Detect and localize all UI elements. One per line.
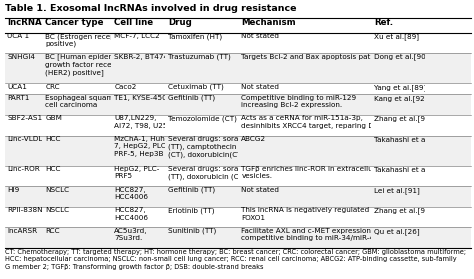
Text: Zhang et al.[93]: Zhang et al.[93]: [374, 116, 433, 122]
Text: PART1: PART1: [7, 95, 29, 101]
Text: Competitive binding to miR-129
increasing Bcl-2 expression.: Competitive binding to miR-129 increasin…: [241, 95, 356, 108]
Text: Not stated: Not stated: [241, 84, 279, 90]
Text: Gefitinib (TT): Gefitinib (TT): [168, 187, 215, 193]
Text: BC [Human epidermal
growth factor receptor 2
(HER2) positive]: BC [Human epidermal growth factor recept…: [45, 54, 134, 76]
Text: Kang et al.[92]: Kang et al.[92]: [374, 95, 428, 102]
Bar: [5, 33, 471, 53]
Bar: [5, 53, 471, 83]
Text: Dong et al.[90]: Dong et al.[90]: [374, 54, 428, 61]
Bar: [5, 83, 471, 94]
Text: Linc-ROR: Linc-ROR: [7, 166, 40, 172]
Text: Ref.: Ref.: [374, 18, 393, 27]
Text: Esophageal squamous
cell carcinoma: Esophageal squamous cell carcinoma: [45, 95, 127, 108]
Text: ABCG2: ABCG2: [241, 136, 266, 142]
Text: lncARSR: lncARSR: [7, 228, 37, 234]
Text: Erlotinib (TT): Erlotinib (TT): [168, 207, 214, 214]
Text: SNHGI4: SNHGI4: [7, 54, 35, 60]
Text: lncRNA: lncRNA: [7, 18, 42, 27]
Text: UCA 1: UCA 1: [7, 33, 29, 39]
Text: Several drugs: sorafenib
(TT), doxorubicin (CT): Several drugs: sorafenib (TT), doxorubic…: [168, 166, 256, 180]
Text: AC5u3rd,
7Su3rd.: AC5u3rd, 7Su3rd.: [114, 228, 148, 241]
Text: Sunitinib (TT): Sunitinib (TT): [168, 228, 216, 234]
Text: Temozolomide (CT): Temozolomide (CT): [168, 116, 237, 122]
Text: CT: Chemotherapy; TT: targeted therapy; HT: hormone therapy; BC: breast cancer; : CT: Chemotherapy; TT: targeted therapy; …: [5, 249, 466, 270]
Text: UCA1: UCA1: [7, 84, 27, 90]
Text: SKBR-2, BT474: SKBR-2, BT474: [114, 54, 168, 60]
Text: Cell line: Cell line: [114, 18, 153, 27]
Text: GBM: GBM: [45, 116, 62, 121]
Text: HCC: HCC: [45, 166, 61, 172]
Text: MzChA-1, Huh-
7, HepG2, PLC-
PRF-5, Hep3B: MzChA-1, Huh- 7, HepG2, PLC- PRF-5, Hep3…: [114, 136, 169, 157]
Bar: [5, 227, 471, 248]
Text: Not stated: Not stated: [241, 33, 279, 39]
Text: Linc-VLDLR: Linc-VLDLR: [7, 136, 47, 142]
Text: Not stated: Not stated: [241, 187, 279, 193]
Text: Mechanism: Mechanism: [241, 18, 296, 27]
Text: Qu et al.[26]: Qu et al.[26]: [374, 228, 420, 235]
Text: MCF-7, LCC2: MCF-7, LCC2: [114, 33, 160, 39]
Text: Acts as a ceRNA for miR-151a-3p,
desinhibits XRCC4 target, reparing DSB.: Acts as a ceRNA for miR-151a-3p, desinhi…: [241, 116, 386, 129]
Text: Takahashi et al.[99]: Takahashi et al.[99]: [374, 166, 445, 173]
Text: Takahashi et al.[98]: Takahashi et al.[98]: [374, 136, 445, 143]
Text: TE1, KYSE-450: TE1, KYSE-450: [114, 95, 167, 101]
Text: Drug: Drug: [168, 18, 191, 27]
Text: Xu et al.[89]: Xu et al.[89]: [374, 33, 419, 40]
Text: Cetuximab (TT): Cetuximab (TT): [168, 84, 224, 90]
Text: Targets Bcl-2 and Bax apoptosis pathway: Targets Bcl-2 and Bax apoptosis pathway: [241, 54, 390, 60]
Text: HCC827,
HCC4006: HCC827, HCC4006: [114, 207, 148, 221]
Text: HCC: HCC: [45, 136, 61, 142]
Text: HI9: HI9: [7, 187, 19, 193]
Text: Caco2: Caco2: [114, 84, 137, 90]
Bar: [5, 136, 471, 166]
Text: Trastuzumab (TT): Trastuzumab (TT): [168, 54, 230, 60]
Bar: [5, 186, 471, 207]
Text: SBF2-AS1: SBF2-AS1: [7, 116, 42, 121]
Bar: [5, 166, 471, 186]
Text: NSCLC: NSCLC: [45, 207, 69, 213]
Text: RCC: RCC: [45, 228, 60, 234]
Text: HepG2, PLC-
PRF5: HepG2, PLC- PRF5: [114, 166, 160, 179]
Text: Yang et al.[89]: Yang et al.[89]: [374, 84, 427, 91]
Text: Gefitinib (TT): Gefitinib (TT): [168, 95, 215, 101]
Bar: [5, 115, 471, 136]
Bar: [5, 207, 471, 227]
Text: BC (Estrogen receptor
positive): BC (Estrogen receptor positive): [45, 33, 125, 47]
Text: Lei et al.[91]: Lei et al.[91]: [374, 187, 420, 194]
Text: TGFβ enriches linc-ROR in extracellular
vesicles.: TGFβ enriches linc-ROR in extracellular …: [241, 166, 383, 179]
Text: Several drugs: sorafenib
(TT), camptothecin
(CT), doxorubicin(CT): Several drugs: sorafenib (TT), camptothe…: [168, 136, 256, 158]
Text: U87,LN229,
AI72, T98, U251: U87,LN229, AI72, T98, U251: [114, 116, 173, 129]
Text: Tamoxifen (HT): Tamoxifen (HT): [168, 33, 222, 40]
Text: NSCLC: NSCLC: [45, 187, 69, 193]
Text: Zhang et al.[94]: Zhang et al.[94]: [374, 207, 433, 214]
Text: Table 1. Exosomal lncRNAs involved in drug resistance: Table 1. Exosomal lncRNAs involved in dr…: [5, 4, 297, 13]
Text: HCC827,
HCC4006: HCC827, HCC4006: [114, 187, 148, 200]
Text: CRC: CRC: [45, 84, 60, 90]
Text: This lncRNA is negatively regulated by
FOXO1: This lncRNA is negatively regulated by F…: [241, 207, 381, 221]
Text: Cancer type: Cancer type: [45, 18, 104, 27]
Text: RPII-838N2.4: RPII-838N2.4: [7, 207, 54, 213]
Bar: [5, 94, 471, 115]
Text: Facilitate AXL and c-MET expression by
competitive binding to miR-34/miR-449.: Facilitate AXL and c-MET expression by c…: [241, 228, 386, 241]
